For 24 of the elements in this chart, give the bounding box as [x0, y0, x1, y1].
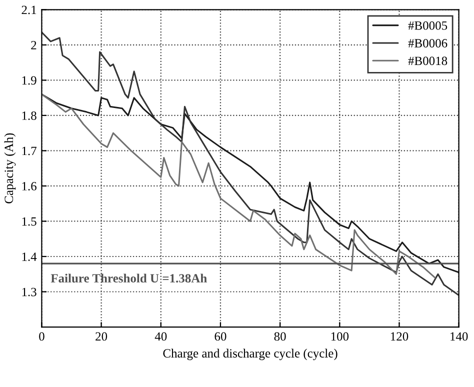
line-series	[42, 31, 459, 296]
y-tick-label: 1.3	[22, 288, 36, 296]
y-tick-label: 1.4	[22, 252, 37, 262]
legend-label: #B0018	[408, 56, 448, 66]
ref-line-label: Failure Threshold U =1.38Ah	[50, 274, 207, 283]
y-tick-label: 1.8	[22, 111, 36, 120]
legend-label: #B0005	[408, 21, 448, 30]
x-tick-label: 80	[274, 332, 286, 341]
y-tick-label: 2.1	[22, 6, 36, 14]
x-tick-label: 20	[96, 332, 108, 341]
y-axis-title: Capacity (Ah)	[4, 133, 16, 204]
x-tick-label: 140	[450, 332, 468, 341]
y-tick-label: 1.9	[22, 76, 36, 85]
y-tick-label: 1.7	[22, 146, 36, 156]
x-tick-label: 60	[214, 332, 226, 341]
x-tick-label: 40	[154, 332, 167, 341]
y-tick-label: 2	[31, 40, 36, 50]
y-tick-label: 1.5	[22, 217, 36, 226]
x-tick-label: 100	[331, 332, 349, 341]
x-axis-title: Charge and discharge cycle (cycle)	[163, 348, 338, 360]
y-tick-label: 1.6	[22, 182, 36, 190]
x-tick-label: 120	[390, 332, 408, 341]
x-tick-label: 0	[39, 332, 44, 341]
legend-label: #B0006	[408, 39, 448, 48]
